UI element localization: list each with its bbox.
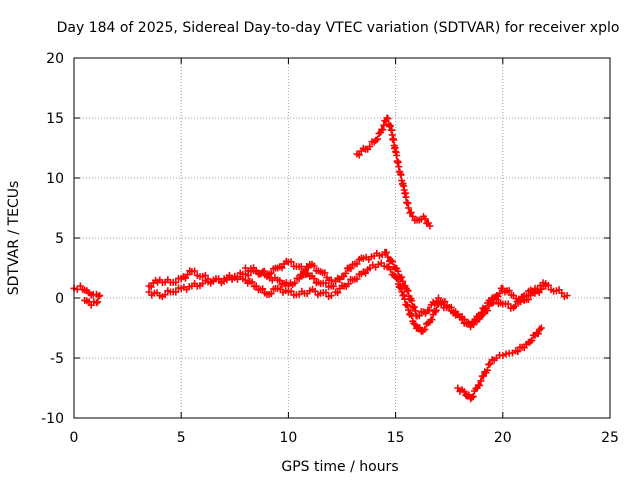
series-track-d (242, 260, 335, 290)
x-tick-label: 0 (70, 430, 79, 446)
grid (74, 58, 610, 418)
y-tick-label: 5 (55, 231, 64, 247)
marker-trace (332, 259, 571, 336)
axis-ticks: 0 5 10 15 20 25 -10 -5 0 5 10 15 20 (41, 51, 619, 446)
x-tick-label: 15 (387, 430, 405, 446)
series-track-a (70, 282, 104, 309)
series-track-f (327, 248, 550, 331)
series-track-h (454, 324, 545, 403)
x-tick-label: 5 (177, 430, 186, 446)
x-axis-label: GPS time / hours (281, 459, 398, 475)
marker-trace (242, 260, 335, 290)
series-track-g (353, 114, 434, 230)
x-tick-label: 10 (279, 430, 297, 446)
y-tick-label: -5 (50, 351, 64, 367)
marker-trace (70, 282, 104, 309)
x-tick-label: 20 (494, 430, 512, 446)
y-tick-label: -10 (41, 411, 64, 427)
y-tick-label: 15 (46, 111, 64, 127)
marker-trace (353, 114, 434, 230)
y-tick-label: 0 (55, 291, 64, 307)
chart-title: Day 184 of 2025, Sidereal Day-to-day VTE… (57, 20, 620, 36)
y-tick-label: 10 (46, 171, 64, 187)
x-tick-label: 25 (601, 430, 619, 446)
y-axis-label: SDTVAR / TECUs (6, 181, 22, 296)
marker-trace (327, 248, 550, 331)
marker-trace (454, 324, 545, 403)
series-layer (70, 114, 571, 403)
marker-trace (145, 273, 335, 301)
y-tick-label: 20 (46, 51, 64, 67)
series-track-e (332, 259, 571, 336)
series-track-c (145, 273, 335, 301)
